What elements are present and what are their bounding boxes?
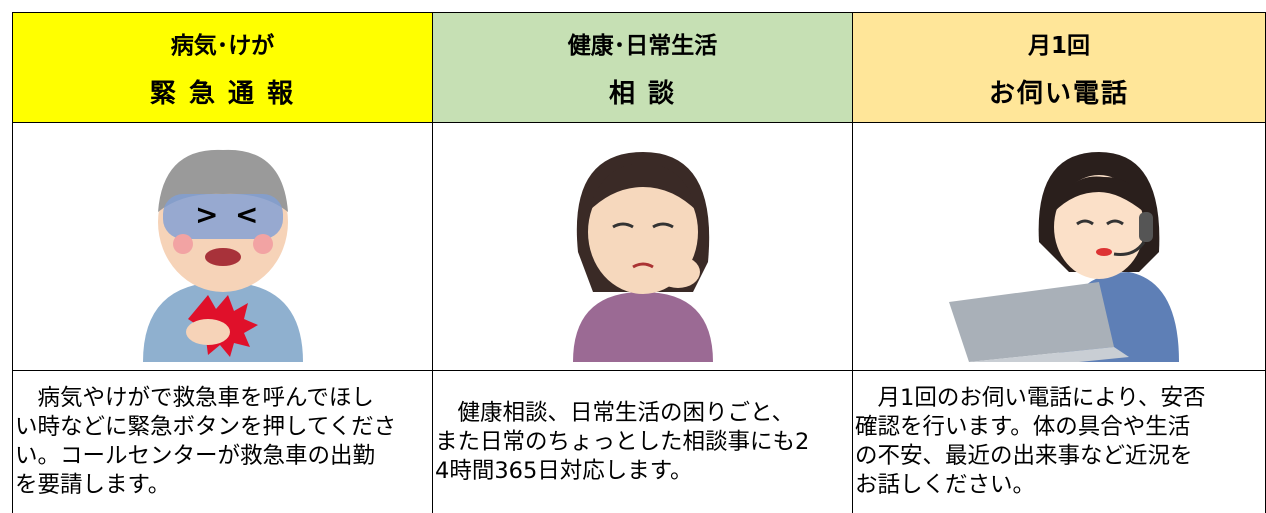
description-cell: 病気やけがで救急車を呼んでほし い時などに緊急ボタンを押してくださ い。コールセ… xyxy=(12,370,432,513)
description-line: 健康相談、日常生活の困りごと、 xyxy=(435,399,795,426)
description-line: また日常のちょっとした相談事にも2 xyxy=(435,428,810,455)
description-line: 病気やけがで救急車を呼んでほし xyxy=(15,385,374,411)
header-line: 健康･日常生活 xyxy=(567,32,718,59)
description-line: い。コールセンターが救急車の出勤 xyxy=(15,443,376,469)
description-line: 確認を行います。体の具合や生活 xyxy=(855,414,1191,440)
picture-cell xyxy=(852,122,1266,370)
header-line: 病気･けが xyxy=(170,32,275,59)
illustration-emergency: > < xyxy=(142,149,303,362)
header-cell: 病気･けが 緊 急 通 報 xyxy=(12,12,432,122)
illustration-consultation xyxy=(572,151,713,362)
description-cell: 月1回のお伺い電話により、安否 確認を行います。体の具合や生活 の不安、最近の出… xyxy=(852,370,1266,513)
header-line: 相 談 xyxy=(608,78,677,109)
illustration-call xyxy=(949,151,1179,362)
description-line: 4時間365日対応します。 xyxy=(435,457,693,484)
header-cell: 健康･日常生活 相 談 xyxy=(432,12,852,122)
svg-text:<: < xyxy=(235,198,258,231)
picture-cell xyxy=(432,122,852,370)
description-line: い時などに緊急ボタンを押してくださ xyxy=(15,414,397,440)
picture-cell: > < xyxy=(12,122,432,370)
header-line: 月1回 xyxy=(1027,32,1090,59)
header-line: 緊 急 通 報 xyxy=(149,78,296,109)
header-cell: 月1回 お伺い電話 xyxy=(852,12,1266,122)
description-line: お話しください。 xyxy=(855,472,1036,498)
description-line: の不安、最近の出来事など近況を xyxy=(855,443,1193,469)
svg-text:>: > xyxy=(195,198,218,231)
description-line: 月1回のお伺い電話により、安否 xyxy=(855,385,1206,411)
description-cell: 健康相談、日常生活の困りごと、 また日常のちょっとした相談事にも2 4時間365… xyxy=(432,370,852,513)
header-line: お伺い電話 xyxy=(988,78,1129,109)
description-line: を要請します。 xyxy=(15,472,171,498)
